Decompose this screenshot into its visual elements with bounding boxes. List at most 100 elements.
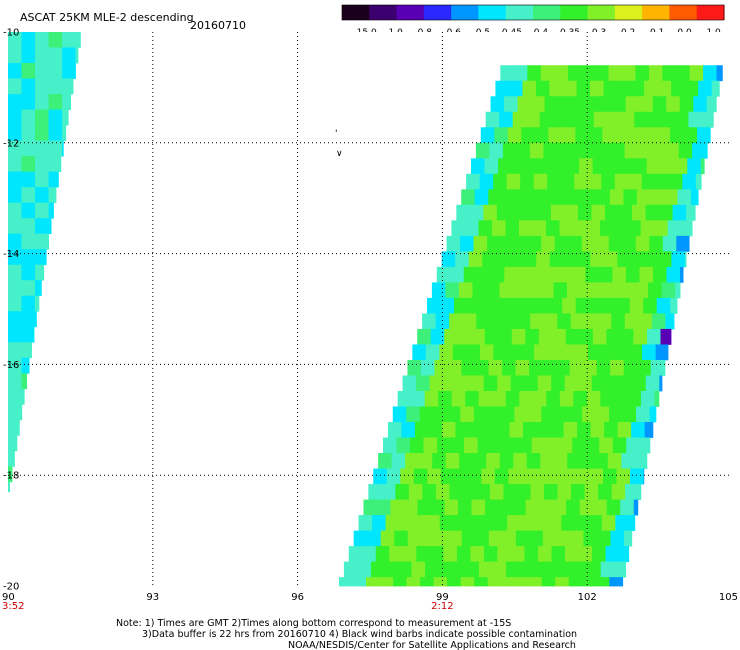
data-cell [559, 220, 574, 237]
data-cell [467, 297, 482, 314]
data-cell [396, 437, 411, 454]
data-cell [670, 297, 678, 314]
data-cell [541, 235, 556, 252]
data-cell [500, 65, 515, 82]
data-cell [619, 158, 634, 175]
data-cell [636, 406, 650, 423]
data-cell [559, 390, 574, 407]
data-cell [540, 65, 555, 82]
data-cell [500, 235, 515, 252]
data-cell [416, 546, 431, 563]
data-cell [527, 235, 542, 252]
data-cell [395, 484, 410, 500]
data-cell [619, 546, 630, 563]
data-cell [458, 282, 473, 299]
data-cell [515, 189, 530, 206]
data-cell [21, 388, 25, 405]
data-cell [480, 127, 495, 144]
data-cell [568, 577, 583, 587]
data-cell [379, 577, 394, 587]
data-cell [407, 530, 422, 547]
x-axis-ticks: 90 93 96 99 102 105 [2, 592, 738, 603]
data-cell [535, 297, 550, 314]
data-cell [21, 32, 36, 48]
data-cell [438, 561, 453, 578]
data-cell [572, 437, 587, 454]
colorbar-segment [587, 5, 616, 20]
data-cell [648, 282, 663, 299]
data-cell [523, 204, 538, 221]
data-cell [501, 577, 516, 587]
data-cell [495, 80, 510, 97]
data-cell [8, 357, 22, 374]
data-cell [596, 189, 611, 206]
data-cell [466, 515, 481, 531]
data-cell [625, 96, 640, 113]
data-cell [506, 173, 521, 190]
data-cell [679, 96, 694, 113]
data-cell [582, 577, 597, 587]
data-cell [583, 359, 598, 376]
data-cell [623, 530, 633, 547]
data-cell [525, 499, 540, 516]
data-cell [536, 422, 551, 438]
data-cell [394, 530, 409, 547]
data-cell [584, 313, 599, 330]
data-cell [451, 390, 466, 407]
data-cell [480, 515, 495, 531]
data-cell [604, 422, 619, 438]
data-cell [427, 468, 442, 485]
data-cell [620, 499, 635, 516]
data-cell [638, 484, 642, 500]
data-cell [490, 266, 505, 283]
colorbar-segment [696, 5, 725, 20]
data-cell [619, 328, 634, 345]
data-cell [444, 499, 459, 516]
data-cell [649, 235, 664, 252]
data-cell [684, 80, 699, 97]
data-cell [503, 313, 518, 330]
data-cell [531, 437, 546, 454]
data-cell [460, 235, 474, 252]
data-cell [655, 344, 669, 361]
y-tick-label: -16 [3, 360, 19, 371]
data-cell [21, 125, 36, 141]
data-cell [21, 218, 36, 235]
data-cell [492, 561, 507, 578]
data-cell [626, 437, 641, 454]
data-cell [553, 453, 568, 469]
data-cell [21, 264, 36, 281]
data-cell [475, 142, 490, 159]
data-cell [453, 515, 468, 531]
data-cell [8, 187, 22, 204]
data-cell [585, 96, 600, 113]
data-cell [454, 468, 469, 485]
data-cell [538, 328, 553, 345]
colorbar-segment [642, 5, 671, 20]
colorbar-segment [614, 5, 643, 20]
data-cell [35, 156, 49, 173]
contamination-marks: ' ∨ [335, 129, 343, 159]
data-cell [487, 577, 502, 587]
data-cell [634, 282, 649, 299]
data-cell [35, 171, 49, 188]
data-cell [539, 499, 554, 516]
data-cell [514, 235, 529, 252]
data-cell [473, 406, 488, 423]
data-cell [551, 375, 566, 392]
data-cell [511, 328, 526, 345]
chart-date: 20160710 [190, 19, 246, 32]
data-cell [645, 204, 660, 221]
data-cell [481, 297, 495, 314]
data-cell [541, 406, 556, 423]
data-cell [413, 468, 428, 485]
data-cell [511, 158, 526, 175]
y-axis-ticks: -10 -12 -14 -16 -18 -20 [3, 28, 19, 593]
data-cell [656, 297, 671, 314]
data-cell [604, 204, 619, 221]
data-cell [522, 80, 537, 97]
data-cell [639, 437, 651, 454]
data-cell [544, 96, 559, 113]
y-tick-label: -12 [3, 138, 19, 149]
data-cell [416, 375, 430, 392]
